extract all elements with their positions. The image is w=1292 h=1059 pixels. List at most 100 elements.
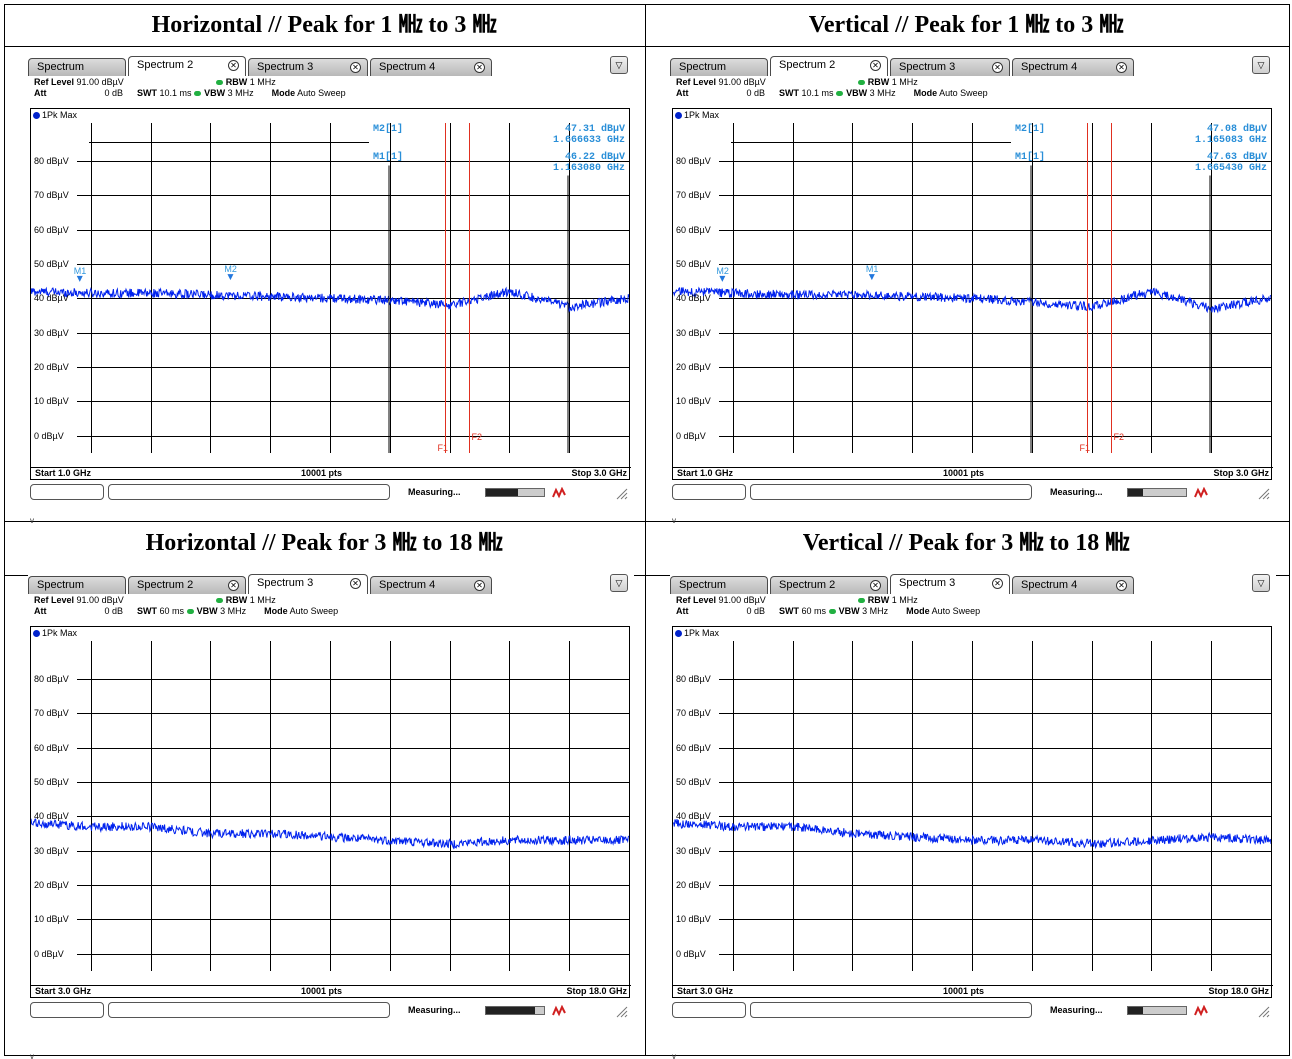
tab-spectrum[interactable]: Spectrum: [670, 576, 768, 594]
rbw-label: RBW: [867, 595, 890, 605]
mode-value: Auto Sweep: [289, 606, 339, 616]
tab-spectrum-2[interactable]: Spectrum 2 ✕: [128, 576, 246, 594]
sweep-progress-fill: [1128, 489, 1143, 496]
analyzer-window: Spectrum Spectrum 2 ✕ Spectrum 3 ✕ Spectrum 4…: [28, 56, 634, 508]
y-axis-label: 20 dBµV: [676, 361, 711, 372]
vbw-indicator: [186, 609, 194, 615]
screenshot-cell: Vertical // Peak for 1 ㎒ to 3 ㎒ Spectrum S…: [646, 4, 1286, 525]
spectrum-diagram: 1Pk Max 80 dBµV 70 dBµV 60 dBµV 50 dBµV 40 dB…: [672, 626, 1273, 998]
marker-readout-level: 47.08 dBµV: [1206, 124, 1267, 135]
close-icon[interactable]: ✕: [870, 580, 881, 591]
settings-icon[interactable]: ▽: [1252, 56, 1270, 74]
rbw-value: 1 MHz: [249, 77, 276, 87]
tab-spectrum-2[interactable]: Spectrum 2 ✕: [770, 56, 888, 76]
y-axis-label: 80 dBµV: [676, 673, 711, 684]
y-axis-label: 10 dBµV: [34, 395, 69, 406]
setup-info-line-2: Att 0 dB SWT 10.1 ms VBW 3 MHz Mode Auto Sw…: [34, 88, 346, 98]
y-axis-label: 60 dBµV: [34, 224, 69, 235]
trace-indicator: [675, 630, 682, 637]
swt-value: 10.1 ms: [159, 88, 192, 98]
start-frequency: Start 3.0 GHz: [35, 986, 92, 996]
tab-spectrum[interactable]: Spectrum: [28, 58, 126, 76]
tab-spectrum-3[interactable]: Spectrum 3 ✕: [890, 574, 1010, 594]
tab-spectrum-4[interactable]: Spectrum 4 ✕: [370, 58, 492, 76]
settings-icon[interactable]: ▽: [610, 574, 628, 592]
close-icon[interactable]: ✕: [1116, 62, 1127, 73]
marker-tag: M1: [866, 264, 879, 274]
sweep-progress-fill: [1128, 1007, 1143, 1014]
setup-info-line-1: Ref Level 91.00 dBµV RBW 1 MHz: [34, 595, 276, 605]
close-icon[interactable]: ✕: [350, 62, 361, 73]
close-icon[interactable]: ✕: [474, 580, 485, 591]
att-value: 0 dB: [746, 88, 766, 98]
y-axis-label: 0 dBµV: [676, 948, 706, 959]
tab-spectrum-4[interactable]: Spectrum 4 ✕: [1012, 576, 1134, 594]
y-axis-label: 30 dBµV: [34, 327, 69, 338]
mode-value: Auto Sweep: [939, 88, 988, 98]
close-icon[interactable]: ✕: [474, 62, 485, 73]
setup-info-line-2: Att 0 dB SWT 60 ms VBW 3 MHz Mode Auto Swee…: [676, 606, 980, 616]
close-icon[interactable]: ✕: [870, 60, 881, 71]
trace-line: [673, 286, 1271, 314]
spectrum-plot: [673, 641, 1271, 971]
tab-label: Spectrum 4: [379, 579, 436, 591]
close-icon[interactable]: ✕: [992, 578, 1003, 589]
close-icon[interactable]: ✕: [350, 578, 361, 589]
trace-line: [31, 818, 629, 850]
setup-info-line-2: Att 0 dB SWT 10.1 ms VBW 3 MHz Mode Auto Sw…: [676, 88, 988, 98]
y-axis-label: 80 dBµV: [676, 155, 711, 166]
frequency-line-label: F2: [1114, 432, 1125, 442]
sweep-footer: Start 1.0 GHz 10001 pts Stop 3.0 GHz: [31, 467, 631, 479]
y-axis-label: 10 dBµV: [676, 913, 711, 924]
trace-line: [31, 286, 629, 313]
tab-label: Spectrum 2: [779, 579, 836, 591]
y-axis-label: 50 dBµV: [676, 776, 711, 787]
y-axis-label: 70 dBµV: [34, 189, 69, 200]
tab-spectrum-3[interactable]: Spectrum 3 ✕: [248, 58, 368, 76]
close-icon[interactable]: ✕: [1116, 580, 1127, 591]
tab-spectrum-2[interactable]: Spectrum 2 ✕: [770, 576, 888, 594]
close-icon[interactable]: ✕: [992, 62, 1003, 73]
tab-spectrum-4[interactable]: Spectrum 4 ✕: [370, 576, 492, 594]
tab-label: Spectrum 2: [779, 59, 836, 71]
spectrum-plot: F1 F2 M1 M2: [31, 123, 629, 453]
sweep-points: 10001 pts: [301, 468, 343, 478]
tab-spectrum-4[interactable]: Spectrum 4 ✕: [1012, 58, 1134, 76]
tab-spectrum-3[interactable]: Spectrum 3 ✕: [248, 574, 368, 594]
tab-spectrum[interactable]: Spectrum: [670, 58, 768, 76]
marker-readout-name: M1[1]: [373, 152, 404, 163]
vbw-label: VBW: [204, 88, 226, 98]
marker-tag: M2: [224, 264, 237, 274]
att-value: 0 dB: [104, 88, 124, 98]
ref-level-label: Ref Level: [34, 595, 75, 605]
close-icon[interactable]: ✕: [228, 580, 239, 591]
y-axis-label: 0 dBµV: [34, 430, 64, 441]
resize-grip-icon[interactable]: [1256, 484, 1270, 500]
tab-spectrum-3[interactable]: Spectrum 3 ✕: [890, 58, 1010, 76]
close-icon[interactable]: ✕: [228, 60, 239, 71]
resize-grip-icon[interactable]: [1256, 1002, 1270, 1018]
sweep-points: 10001 pts: [943, 468, 985, 478]
tab-label: Spectrum: [679, 61, 727, 73]
marker-readout-level: 47.63 dBµV: [1206, 152, 1267, 163]
rbw-label: RBW: [867, 77, 890, 87]
setup-info-line-1: Ref Level 91.00 dBµV RBW 1 MHz: [676, 77, 918, 87]
spectrum-diagram: 1Pk Max F1 F2 M2 M1 80 dBµV 70 dBµV 60 dBµV 50 d…: [672, 108, 1273, 480]
settings-icon[interactable]: ▽: [1252, 574, 1270, 592]
ref-level-value: 91.00 dBµV: [76, 77, 124, 87]
resize-grip-icon[interactable]: [614, 484, 628, 500]
trace-name: 1Pk Max: [42, 628, 78, 638]
tab-bar: Spectrum Spectrum 2 ✕ Spectrum 3 ✕ Spectrum 4…: [670, 56, 1276, 76]
trace-label: 1Pk Max: [33, 628, 77, 638]
resize-grip-icon[interactable]: [614, 1002, 628, 1018]
tab-spectrum[interactable]: Spectrum: [28, 576, 126, 594]
tab-spectrum-2[interactable]: Spectrum 2 ✕: [128, 56, 246, 76]
y-axis-label: 40 dBµV: [34, 810, 69, 821]
tab-label: Spectrum: [37, 61, 85, 73]
y-axis-label: 50 dBµV: [34, 258, 69, 269]
tab-label: Spectrum 2: [137, 59, 194, 71]
marker-icon: [719, 275, 726, 282]
settings-icon[interactable]: ▽: [610, 56, 628, 74]
swt-label: SWT: [779, 606, 800, 616]
sweep-progress-fill: [486, 1007, 535, 1014]
